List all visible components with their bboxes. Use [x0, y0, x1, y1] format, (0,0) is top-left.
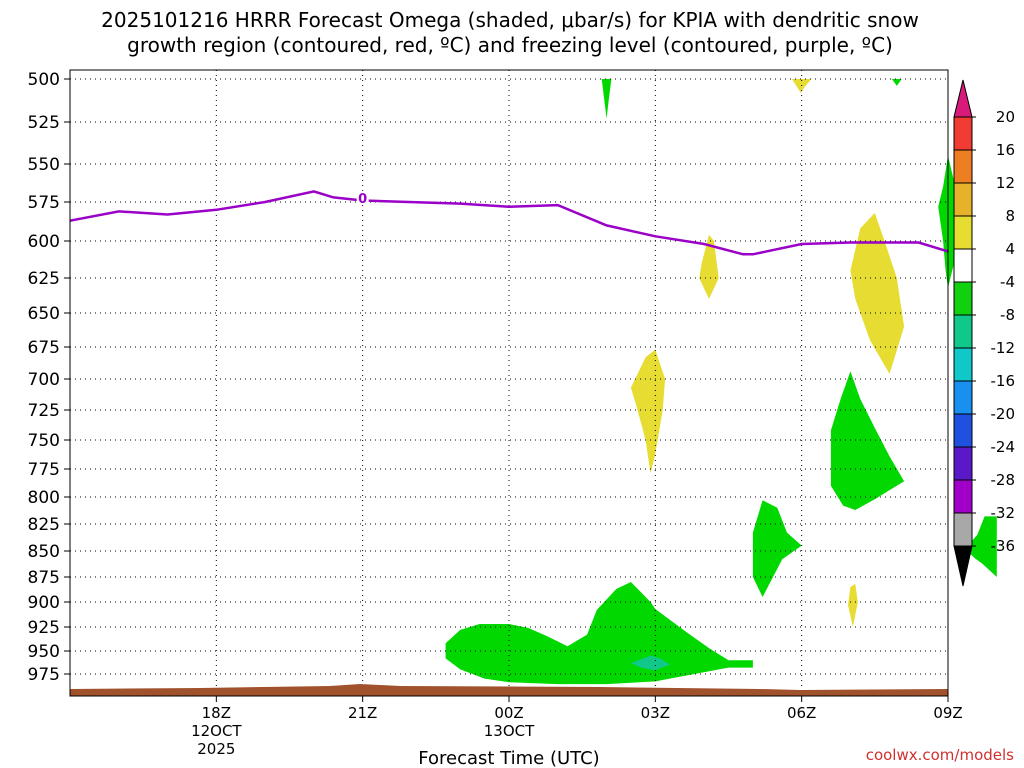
colorbar-label: -36	[991, 537, 1016, 555]
colorbar-swatch	[953, 116, 973, 151]
chart-title-line-1: 2025101216 HRRR Forecast Omega (shaded, …	[101, 8, 919, 32]
x-tick-label: 00Z	[494, 704, 523, 722]
y-tick-label: 600	[28, 232, 60, 252]
omega-teal-low	[630, 655, 670, 671]
y-tick-label: 800	[28, 488, 60, 508]
colorbar-top-arrow	[953, 79, 973, 118]
omega-green-750	[830, 371, 905, 510]
colorbar-label: -24	[991, 438, 1016, 456]
omega-regions	[445, 79, 997, 685]
y-tick-label: 925	[28, 618, 60, 638]
colorbar-swatch	[953, 248, 973, 283]
y-tick-label: 975	[28, 665, 60, 685]
colorbar-swatch	[953, 149, 973, 184]
colorbar: 20 16 12 8 4 -4 -8 -12 -16 -20 -24 -28 -32 -36	[953, 79, 1016, 587]
colorbar-label: -20	[991, 405, 1016, 423]
colorbar-swatch	[953, 215, 973, 250]
x-tick-date: 12OCT	[191, 722, 242, 740]
credit-text: coolwx.com/models	[866, 746, 1014, 764]
y-tick-label: 750	[28, 431, 60, 451]
y-tick-label: 550	[28, 155, 60, 175]
colorbar-swatch	[953, 314, 973, 349]
y-tick-label: 625	[28, 269, 60, 289]
omega-green-top-right	[891, 79, 902, 86]
colorbar-label: 16	[996, 141, 1015, 159]
surface-terrain	[70, 684, 948, 696]
y-tick-label: 775	[28, 460, 60, 480]
y-tick-label: 825	[28, 515, 60, 535]
x-tick-label: 21Z	[348, 704, 377, 722]
colorbar-label: -8	[1000, 306, 1015, 324]
colorbar-label: -16	[991, 372, 1016, 390]
omega-green-top	[601, 79, 612, 119]
colorbar-swatch	[953, 413, 973, 448]
colorbar-label: 8	[1005, 207, 1015, 225]
colorbar-bottom-arrow	[953, 545, 973, 587]
freezing-label-bg	[356, 190, 369, 205]
colorbar-swatch	[953, 512, 973, 547]
omega-yellow-900	[848, 584, 858, 627]
y-tick-label: 500	[28, 70, 60, 90]
colorbar-swatch	[953, 182, 973, 217]
colorbar-label: 20	[996, 108, 1015, 126]
omega-yellow-mid-b	[850, 212, 905, 374]
chart-title-line-2: growth region (contoured, red, ºC) and f…	[127, 33, 893, 57]
colorbar-swatch	[953, 479, 973, 514]
colorbar-label: -28	[991, 471, 1016, 489]
omega-yellow-mid-a	[699, 234, 719, 299]
freezing-level-line	[69, 190, 949, 256]
x-axis-label: Forecast Time (UTC)	[418, 748, 599, 768]
colorbar-swatch	[953, 446, 973, 481]
x-tick-label: 06Z	[787, 704, 816, 722]
y-tick-label: 650	[28, 304, 60, 324]
y-tick-label: 675	[28, 338, 60, 358]
freezing-level-contour: 0	[69, 190, 949, 256]
omega-green-850-edge	[965, 516, 997, 577]
colorbar-label: -12	[991, 339, 1016, 357]
colorbar-swatch	[953, 347, 973, 382]
y-tick-label: 575	[28, 193, 60, 213]
x-tick-year: 2025	[197, 740, 235, 758]
x-tick-label: 03Z	[641, 704, 670, 722]
colorbar-label: 4	[1005, 240, 1015, 258]
x-tick-label: 18Z	[202, 704, 231, 722]
y-tick-label: 950	[28, 642, 60, 662]
omega-green-low	[445, 582, 753, 685]
colorbar-label: 12	[996, 174, 1015, 192]
y-tick-label: 850	[28, 542, 60, 562]
colorbar-swatch	[953, 380, 973, 415]
colorbar-swatch	[953, 281, 973, 316]
freezing-level-label: 0	[358, 192, 367, 207]
y-tick-label: 525	[28, 113, 60, 133]
colorbar-label: -4	[1000, 273, 1015, 291]
y-tick-label: 875	[28, 568, 60, 588]
y-axis: 500 525 550 575 600 625 650 675 700 725 750 775 800 8…	[28, 70, 70, 685]
y-tick-label: 700	[28, 370, 60, 390]
omega-yellow-700	[630, 349, 666, 474]
colorbar-label: -32	[991, 504, 1016, 522]
plot-area	[70, 70, 948, 696]
y-tick-label: 725	[28, 401, 60, 421]
x-tick-label: 09Z	[933, 704, 962, 722]
terrain-shading	[70, 684, 948, 696]
y-tick-label: 900	[28, 593, 60, 613]
x-tick-date: 13OCT	[484, 722, 535, 740]
